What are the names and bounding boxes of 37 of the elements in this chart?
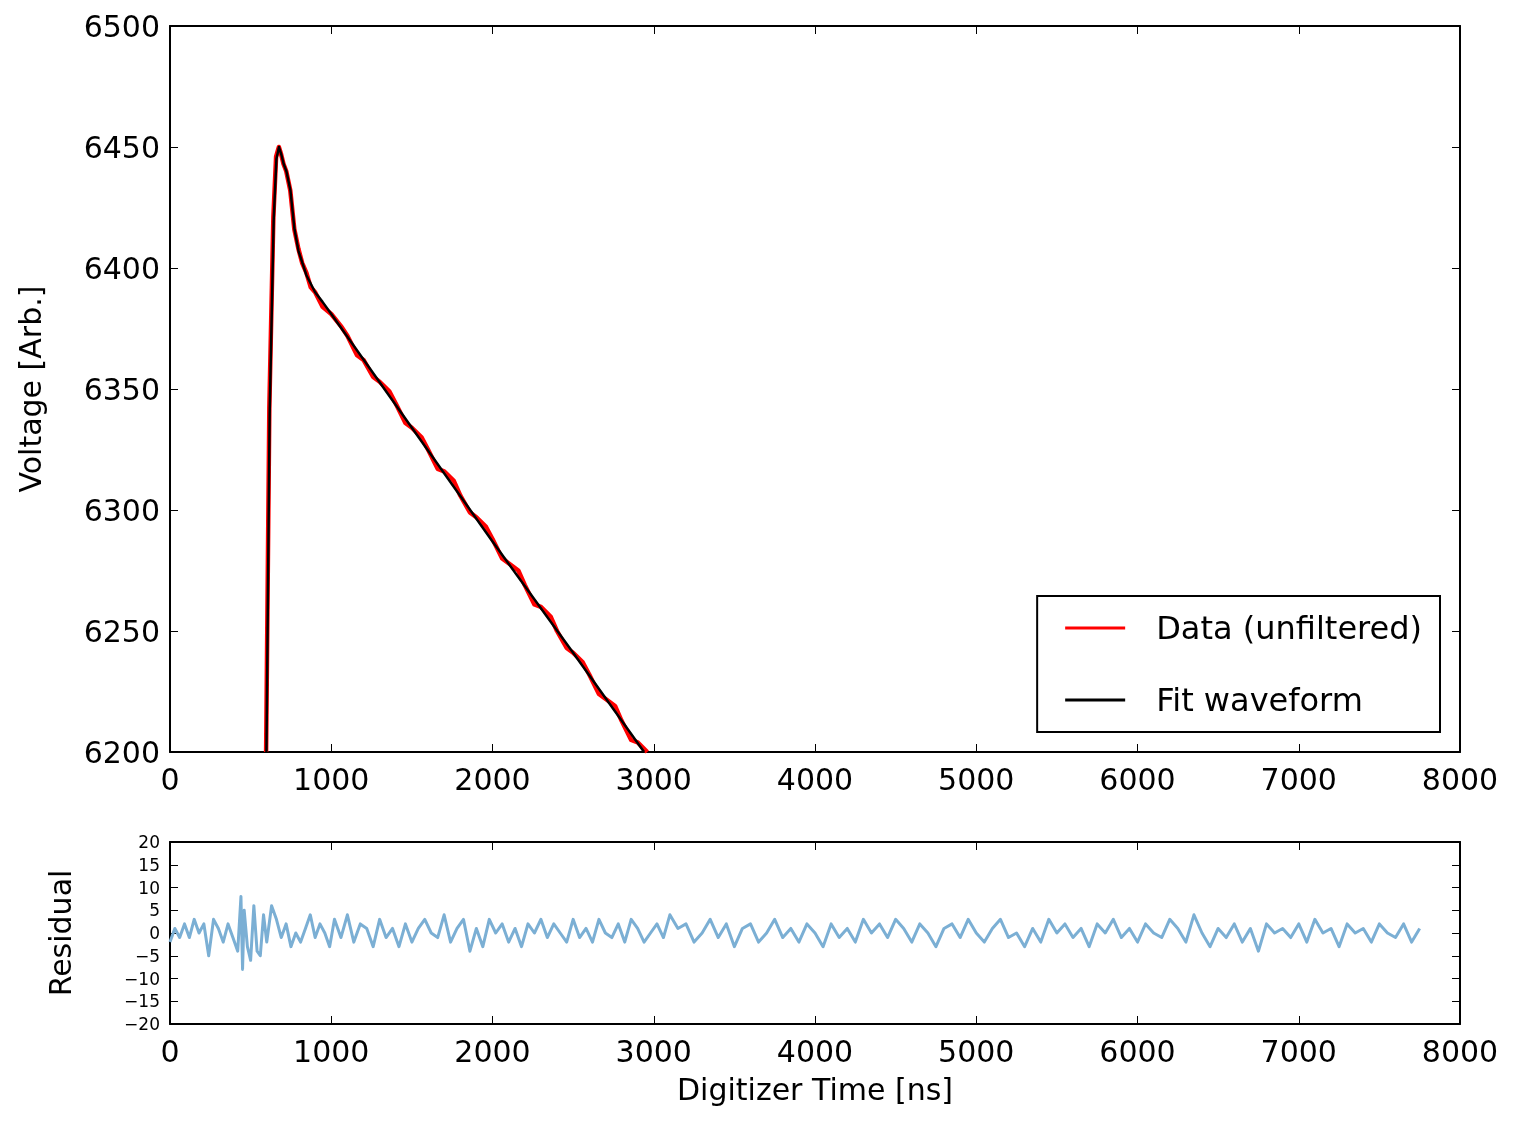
y-tick-label: 20 — [138, 832, 160, 852]
x-tick-label: 8000 — [1421, 761, 1499, 797]
y-tick-label: −20 — [124, 1014, 160, 1034]
y-tick-label: 5 — [149, 900, 160, 921]
y-tick-label: 6350 — [83, 371, 160, 407]
y-tick-label: 6450 — [83, 129, 160, 165]
y-tick-label: 6200 — [83, 734, 160, 770]
y-tick-label: 6300 — [83, 492, 160, 528]
y-tick-label: 6400 — [83, 250, 160, 286]
x-tick-label: 6000 — [1099, 761, 1176, 797]
x-tick-label: 2000 — [454, 1033, 531, 1069]
x-tick-label: 7000 — [1260, 761, 1337, 797]
x-tick-label: 6000 — [1099, 1033, 1176, 1069]
x-tick-label: 8000 — [1421, 1033, 1499, 1069]
x-tick-label: 3000 — [615, 761, 692, 797]
y-tick-label: 6500 — [83, 8, 160, 44]
x-tick-label: 1000 — [293, 761, 370, 797]
y-tick-label: 6250 — [83, 613, 160, 649]
x-tick-label: 3000 — [615, 1033, 692, 1069]
y-tick-label: −5 — [134, 945, 160, 966]
x-tick-label: 7000 — [1260, 1033, 1337, 1069]
x-tick-label: 2000 — [454, 761, 531, 797]
legend-label: Data (unfiltered) — [1156, 609, 1422, 647]
y-tick-label: −15 — [124, 991, 160, 1012]
y-axis-title: Voltage [Arb.] — [12, 285, 48, 493]
y-axis-title: Residual — [42, 869, 78, 997]
y-tick-label: −10 — [124, 968, 160, 989]
x-tick-label: 1000 — [293, 1033, 370, 1069]
y-tick-label: 10 — [138, 877, 160, 898]
x-tick-label: 5000 — [938, 1033, 1015, 1069]
x-axis-title: Digitizer Time [ns] — [677, 1071, 953, 1107]
legend-label: Fit waveform — [1156, 681, 1363, 719]
y-tick-label: 15 — [138, 854, 160, 875]
y-tick-label: 0 — [149, 923, 160, 943]
x-tick-label: 4000 — [776, 1033, 854, 1069]
x-tick-label: 5000 — [938, 761, 1015, 797]
x-tick-label: 4000 — [776, 761, 854, 797]
